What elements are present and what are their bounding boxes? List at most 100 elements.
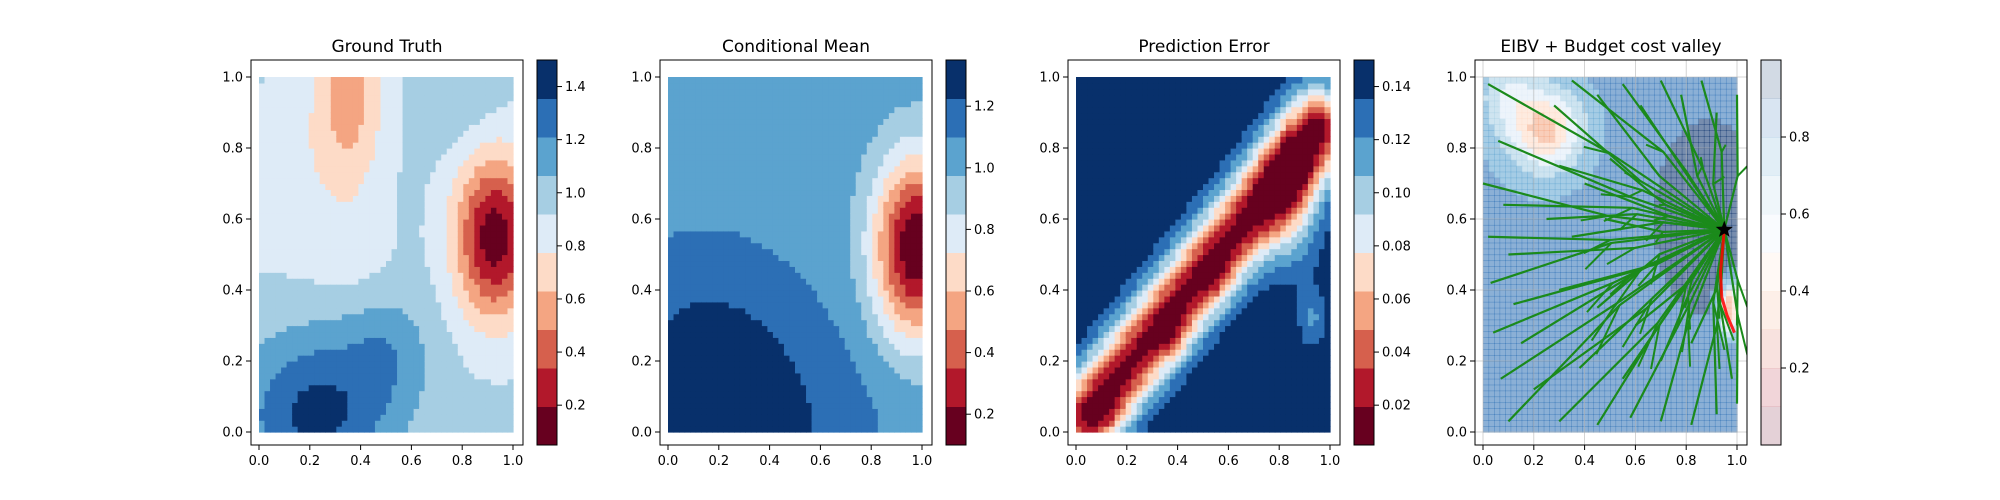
heatmap-cell (668, 195, 675, 202)
heatmap-cell (264, 142, 271, 149)
heatmap-cell (761, 295, 768, 303)
heatmap-cell (501, 171, 509, 179)
heatmap-cell (828, 165, 835, 173)
heatmap-cell (402, 159, 409, 167)
heatmap-cell (822, 130, 829, 137)
heatmap-cell (441, 284, 448, 291)
heatmap-cell (270, 290, 277, 297)
heatmap-cell (441, 106, 448, 114)
heatmap-cell (352, 266, 359, 273)
heatmap-cell (828, 112, 835, 120)
heatmap-cell (701, 366, 708, 374)
heatmap-cell (468, 207, 475, 214)
heatmap-cell (806, 284, 813, 291)
heatmap-cell (419, 94, 426, 102)
heatmap-cell (446, 165, 453, 173)
heatmap-cell (828, 153, 835, 161)
heatmap-cell (352, 213, 359, 220)
heatmap-cell (314, 177, 321, 185)
heatmap-cell (430, 337, 437, 344)
heatmap-cell (756, 366, 763, 374)
heatmap-cell (501, 236, 509, 244)
heatmap-cell (734, 236, 741, 244)
heatmap-cell (844, 319, 851, 327)
heatmap-cell (783, 236, 791, 244)
heatmap-cell (374, 390, 382, 398)
heatmap-cell (507, 290, 514, 297)
heatmap-cell (402, 195, 409, 202)
heatmap-cell (308, 295, 315, 303)
heatmap-cell (496, 224, 503, 232)
heatmap-cell (347, 88, 354, 96)
heatmap-cell (839, 136, 846, 143)
heatmap-cell (712, 284, 719, 291)
heatmap-cell (380, 100, 387, 108)
heatmap-cell (259, 118, 266, 125)
heatmap-cell (419, 355, 426, 362)
heatmap-cell (844, 355, 851, 362)
heatmap-cell (386, 396, 393, 404)
heatmap-cell (452, 153, 459, 161)
heatmap-cell (270, 100, 277, 108)
heatmap-cell (684, 159, 691, 167)
heatmap-cell (756, 349, 763, 356)
heatmap-cell (358, 290, 365, 297)
heatmap-cell (839, 153, 846, 161)
heatmap-cell (734, 165, 741, 173)
heatmap-cell (386, 325, 393, 333)
heatmap-cell (330, 290, 337, 297)
heatmap-cell (358, 224, 365, 232)
heatmap-cell (468, 378, 475, 386)
heatmap-cell (463, 408, 470, 415)
heatmap-cell (783, 361, 791, 368)
heatmap-cell (800, 420, 807, 427)
heatmap-cell (679, 313, 686, 321)
heatmap-cell (457, 207, 464, 214)
heatmap-cell (690, 213, 697, 220)
heatmap-cell (701, 124, 708, 131)
heatmap-cell (855, 118, 862, 125)
heatmap-cell (336, 171, 343, 179)
heatmap-cell (695, 325, 702, 333)
x-tick-label: 0.4 (350, 454, 371, 469)
heatmap-cell (363, 349, 371, 356)
heatmap-cell (734, 201, 741, 208)
heatmap-cell (783, 148, 791, 155)
heatmap-cell (441, 236, 448, 244)
heatmap-cell (347, 372, 354, 380)
heatmap-cell (452, 112, 459, 120)
heatmap-cell (297, 118, 304, 125)
heatmap-cell (806, 242, 813, 250)
heatmap-cell (297, 77, 304, 84)
heatmap-cell (457, 396, 464, 404)
heatmap-cell (822, 100, 829, 108)
heatmap-cell (270, 124, 277, 131)
heatmap-cell (369, 408, 376, 415)
heatmap-cell (817, 94, 824, 102)
heatmap-cell (446, 337, 453, 344)
heatmap-cell (270, 408, 277, 415)
heatmap-cell (292, 408, 299, 415)
heatmap-cell (397, 82, 404, 90)
heatmap-cell (314, 254, 321, 262)
heatmap-cell (336, 372, 343, 380)
heatmap-cell (679, 236, 686, 244)
heatmap-cell (369, 88, 376, 96)
heatmap-cell (358, 254, 365, 262)
heatmap-cell (701, 290, 708, 297)
heatmap-cell (723, 248, 730, 256)
heatmap-cell (679, 295, 686, 303)
heatmap-cell (822, 337, 829, 344)
heatmap-cell (397, 343, 404, 350)
heatmap-cell (778, 390, 785, 398)
heatmap-cell (717, 366, 724, 374)
heatmap-cell (336, 236, 343, 244)
heatmap-cell (457, 183, 464, 191)
heatmap-cell (701, 307, 708, 315)
heatmap-cell (358, 396, 365, 404)
heatmap-cell (363, 124, 371, 131)
heatmap-cell (336, 94, 343, 102)
heatmap-cell (297, 260, 304, 267)
heatmap-cell (391, 278, 398, 285)
heatmap-cell (325, 278, 332, 285)
